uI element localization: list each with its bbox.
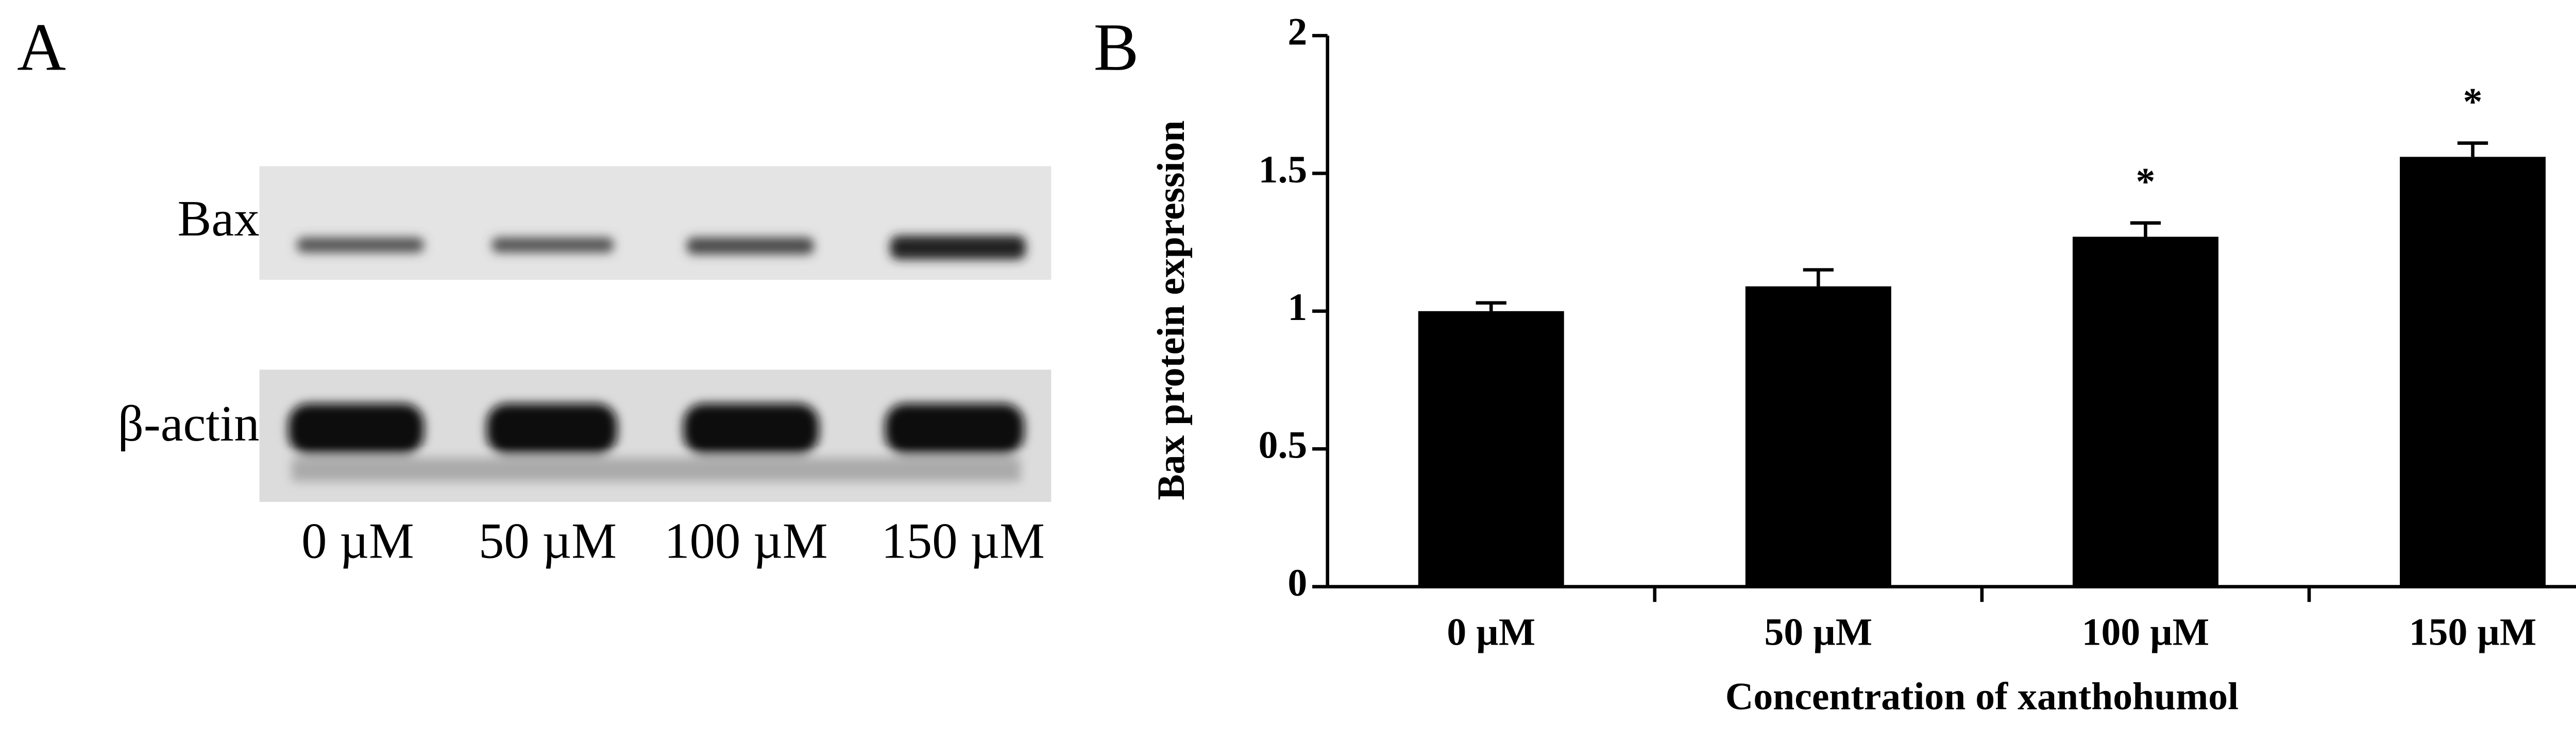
- x-tick-label: 0 µM: [1447, 611, 1535, 653]
- significance: *: [2463, 81, 2483, 124]
- y-tick-label: 1: [1287, 286, 1307, 329]
- x-tick-label: 50 µM: [1765, 611, 1873, 653]
- panel-label: B: [1094, 10, 1139, 85]
- x-tick-label: 150 µM: [2409, 611, 2536, 653]
- lane-label: 50 µM: [479, 513, 617, 569]
- bar: [1418, 311, 1564, 587]
- significance: *: [2136, 161, 2156, 204]
- error-bar: [1476, 301, 1506, 311]
- bands: [288, 235, 1026, 482]
- x-axis-title: Concentration of xanthohumol: [1725, 675, 2239, 718]
- lane-label: 0 µM: [301, 513, 414, 569]
- lane-label: 100 µM: [664, 513, 827, 569]
- lane-label: 150 µM: [882, 513, 1045, 569]
- error-bar: [1803, 268, 1834, 286]
- blot-bax: [259, 166, 1052, 280]
- row-label: Bax: [178, 191, 260, 247]
- bar: [2072, 237, 2218, 587]
- error-bar: [2130, 221, 2161, 237]
- bar: [1745, 286, 1891, 587]
- row-label: β-actin: [118, 396, 260, 452]
- x-tick-label: 100 µM: [2082, 611, 2209, 653]
- panel-label: A: [17, 10, 66, 85]
- y-tick-label: 1.5: [1259, 148, 1308, 191]
- y-tick-label: 0.5: [1259, 424, 1308, 467]
- y-tick-label: 0: [1287, 562, 1307, 604]
- y-axis-title: Bax protein expression: [1150, 121, 1193, 500]
- bar: [2400, 157, 2546, 587]
- error-bar: [2457, 141, 2488, 157]
- y-tick-label: 2: [1287, 10, 1307, 53]
